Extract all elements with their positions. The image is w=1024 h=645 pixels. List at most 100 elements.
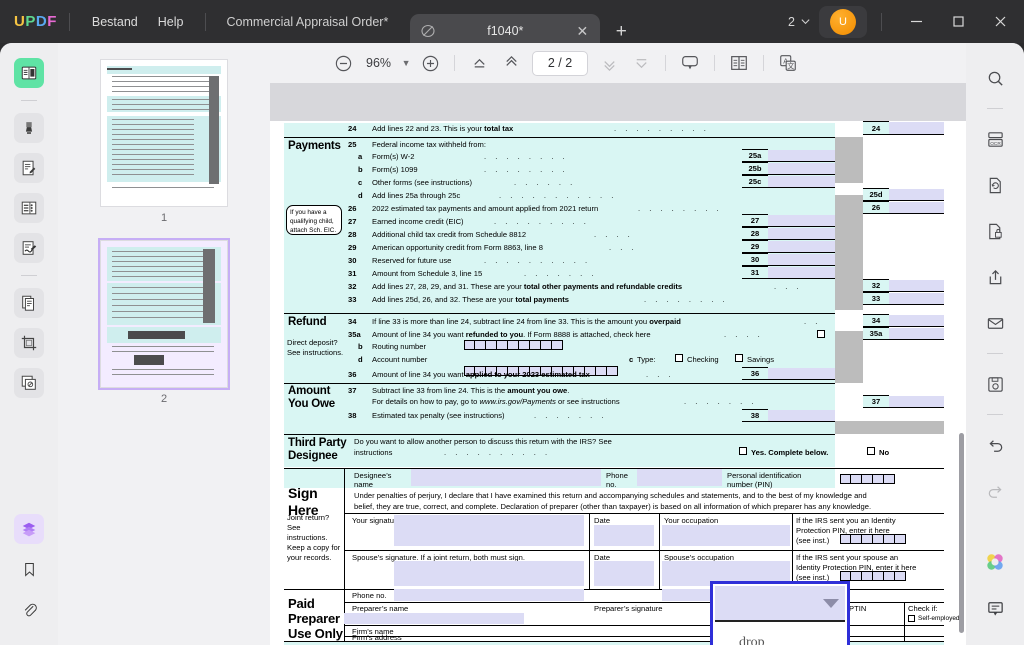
- sidebar-item-bookmark[interactable]: [14, 554, 44, 584]
- avatar[interactable]: U: [830, 8, 856, 35]
- form-field-your-occupation[interactable]: [662, 525, 790, 546]
- form-field-37[interactable]: [889, 396, 944, 408]
- sidebar-item-reader[interactable]: [14, 58, 44, 88]
- menu-bestand[interactable]: Bestand: [91, 14, 138, 29]
- close-icon[interactable]: ✕: [576, 23, 589, 39]
- prev-page-button[interactable]: [496, 48, 526, 78]
- save-button[interactable]: [980, 369, 1010, 399]
- sidebar-item-layers[interactable]: [14, 514, 44, 544]
- signature-dropdown-field[interactable]: [715, 586, 845, 622]
- next-page-button[interactable]: [594, 48, 624, 78]
- feedback-button[interactable]: [980, 593, 1010, 623]
- convert-button[interactable]: [980, 170, 1010, 200]
- page-indicator[interactable]: 2 / 2: [532, 50, 589, 76]
- email-button[interactable]: [980, 308, 1010, 338]
- comment-button[interactable]: [675, 48, 705, 78]
- sidebar-item-attachment[interactable]: [14, 594, 44, 624]
- menu-help[interactable]: Help: [157, 14, 184, 29]
- checkbox-third-party-yes[interactable]: [739, 447, 747, 455]
- read-mode-button[interactable]: [724, 48, 754, 78]
- form-field-date-1[interactable]: [594, 525, 654, 546]
- thumbnail-item[interactable]: 2: [98, 238, 230, 417]
- form-field-25a[interactable]: [768, 150, 835, 162]
- sidebar-item-crop[interactable]: [14, 328, 44, 358]
- form-field-25b[interactable]: [768, 163, 835, 175]
- vertical-scrollbar[interactable]: [959, 433, 964, 633]
- sidebar-item-annotate[interactable]: [14, 113, 44, 143]
- form-field-32[interactable]: [889, 280, 944, 292]
- account-number-cells[interactable]: [464, 366, 618, 376]
- form-field-36[interactable]: [768, 368, 835, 380]
- form-checkbox-8888[interactable]: [817, 330, 825, 338]
- form-field-25d[interactable]: [889, 189, 944, 201]
- document-viewport[interactable]: Payments Refund Amount You Owe Third Par…: [270, 83, 966, 645]
- sidebar-item-edit-pdf[interactable]: [14, 153, 44, 183]
- redo-button[interactable]: [980, 476, 1010, 506]
- ocr-button[interactable]: OCR: [980, 124, 1010, 154]
- ippin-cells-spouse[interactable]: [840, 571, 906, 581]
- checkbox-third-party-no[interactable]: [867, 447, 875, 455]
- signature-dropdown-list[interactable]: drop item list: [721, 628, 845, 645]
- pdf-page[interactable]: Payments Refund Amount You Owe Third Par…: [270, 121, 966, 645]
- line-num-25c: c: [358, 178, 363, 187]
- form-field-35a[interactable]: [889, 328, 944, 340]
- signature-dropdown[interactable]: drop item list: [710, 581, 850, 645]
- chevron-down-icon[interactable]: [823, 598, 839, 608]
- thumbnail-page-1[interactable]: [100, 59, 228, 207]
- form-field-designee-phone[interactable]: [637, 469, 722, 486]
- zoom-in-button[interactable]: [415, 48, 445, 78]
- form-field-24[interactable]: [889, 122, 944, 135]
- form-field-phone[interactable]: [394, 589, 584, 601]
- checkbox-self-employed[interactable]: [908, 615, 915, 622]
- thumbnail-item[interactable]: 1: [100, 59, 228, 236]
- checkbox-checking[interactable]: [675, 354, 683, 362]
- sidebar-item-organize-pages[interactable]: [14, 288, 44, 318]
- form-field-33[interactable]: [889, 293, 944, 305]
- sidebar-item-sign[interactable]: [14, 233, 44, 263]
- translate-button[interactable]: A 文: [773, 48, 803, 78]
- dropdown-option-drop[interactable]: drop: [739, 635, 765, 645]
- thumbnail-page-2[interactable]: [98, 238, 230, 390]
- last-page-button[interactable]: [626, 48, 656, 78]
- sidebar-item-batch[interactable]: [14, 368, 44, 398]
- search-button[interactable]: [980, 63, 1010, 93]
- form-field-25c[interactable]: [768, 176, 835, 188]
- form-field-26[interactable]: [889, 202, 944, 214]
- chevron-down-icon[interactable]: ▼: [401, 58, 411, 68]
- protect-button[interactable]: [980, 216, 1010, 246]
- designee-pin-label: Personal identification number (PIN): [727, 471, 802, 489]
- line-num-25d: d: [358, 191, 363, 200]
- form-field-spouse-signature[interactable]: [394, 561, 584, 586]
- form-field-date-2[interactable]: [594, 561, 654, 586]
- window-count-dropdown[interactable]: 2: [782, 11, 817, 33]
- form-field-30[interactable]: [768, 254, 835, 266]
- ippin-cells-you[interactable]: [840, 534, 906, 544]
- checkbox-savings[interactable]: [735, 354, 743, 362]
- form-field-29[interactable]: [768, 241, 835, 253]
- form-field-34[interactable]: [889, 315, 944, 327]
- document-title[interactable]: Commercial Appraisal Order*: [226, 14, 389, 29]
- form-field-preparer-name[interactable]: [344, 613, 524, 624]
- first-page-button[interactable]: [464, 48, 494, 78]
- avatar-wrapper[interactable]: U: [819, 5, 867, 38]
- tab-f1040[interactable]: f1040* ✕: [410, 14, 601, 48]
- form-field-38[interactable]: [768, 410, 835, 422]
- thumbnail-pane[interactable]: 1: [58, 43, 270, 645]
- zoom-level-value[interactable]: 96%: [366, 56, 392, 70]
- share-button[interactable]: [980, 262, 1010, 292]
- ai-assistant-button[interactable]: [980, 547, 1010, 577]
- sidebar-item-form[interactable]: [14, 193, 44, 223]
- form-field-31[interactable]: [768, 267, 835, 279]
- form-field-designee-name[interactable]: [411, 469, 601, 486]
- undo-button[interactable]: [980, 430, 1010, 460]
- form-field-27[interactable]: [768, 215, 835, 227]
- designee-pin-cells[interactable]: [840, 474, 895, 484]
- zoom-out-button[interactable]: [328, 48, 358, 78]
- form-field-your-signature[interactable]: [394, 515, 584, 546]
- close-window-button[interactable]: [980, 4, 1020, 40]
- form-field-28[interactable]: [768, 228, 835, 240]
- maximize-button[interactable]: [938, 4, 978, 40]
- routing-number-cells[interactable]: [464, 340, 563, 350]
- minimize-button[interactable]: [896, 4, 936, 40]
- new-tab-button[interactable]: +: [615, 21, 627, 42]
